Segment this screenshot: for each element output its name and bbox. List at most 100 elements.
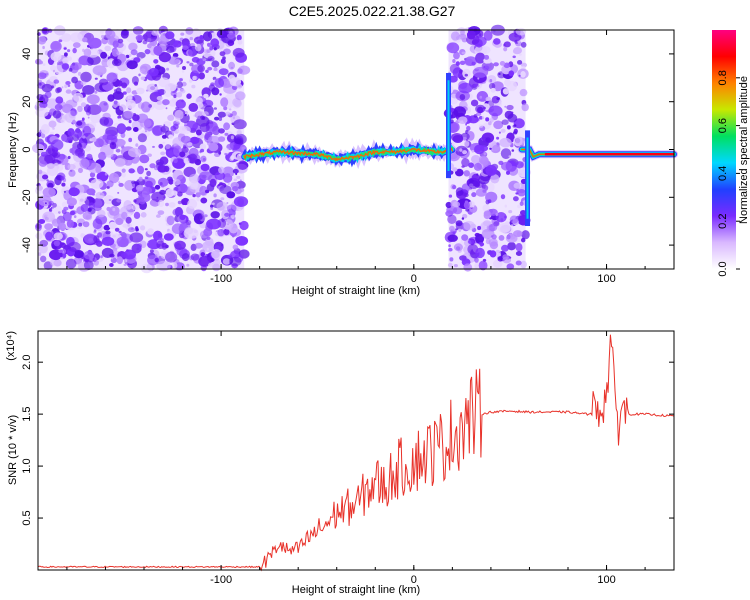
noise-blob [126,101,131,106]
noise-blob [144,168,148,171]
noise-blob [237,160,248,170]
noise-blob [498,131,501,134]
noise-blob [518,53,522,56]
noise-blob [513,124,517,127]
noise-blob [211,60,220,68]
noise-blob [38,160,48,167]
noise-blob [37,36,47,45]
noise-blob [477,77,480,80]
noise-blob [72,47,77,54]
noise-blob [116,198,122,203]
noise-blob [111,58,122,67]
noise-blob [72,42,81,48]
noise-blob [237,68,243,74]
noise-blob [218,166,225,174]
noise-blob [81,142,87,149]
noise-blob [166,215,175,226]
noise-blob [39,239,49,247]
noise-blob [452,59,456,63]
noise-blob [168,178,174,185]
noise-blob [121,168,126,173]
noise-blob [108,172,120,184]
noise-blob [502,88,509,95]
noise-blob [138,192,151,203]
noise-blob [156,260,171,272]
noise-blob [481,116,485,120]
noise-blob [488,208,498,216]
noise-blob [461,217,465,220]
noise-blob [203,93,209,99]
noise-blob [478,260,488,271]
noise-blob [91,136,97,142]
noise-blob [49,258,57,266]
noise-blob [88,37,102,49]
noise-blob [37,72,47,80]
noise-blob [105,230,111,235]
noise-blob [64,84,68,89]
noise-blob [63,47,67,50]
noise-blob [235,236,249,246]
noise-blob [53,79,60,84]
noise-blob [38,219,46,224]
noise-blob [80,81,87,86]
noise-blob [496,97,501,101]
noise-blob [115,148,121,153]
noise-blob [182,45,189,50]
noise-blob [125,216,132,224]
noise-blob [127,94,133,100]
noise-blob [48,208,53,212]
noise-blob [136,243,143,249]
noise-blob [200,115,205,120]
noise-blob [50,51,62,62]
noise-blob [125,54,130,59]
noise-blob [126,213,132,217]
noise-blob [179,214,186,221]
noise-blob [486,75,497,84]
noise-blob [81,117,85,121]
noise-blob [176,64,180,68]
noise-blob [501,244,509,252]
noise-blob [235,91,246,101]
noise-blob [93,229,97,233]
noise-blob [499,137,512,148]
noise-blob [104,172,108,176]
noise-blob [189,36,194,41]
noise-blob [104,45,111,52]
noise-blob [506,104,514,111]
noise-blob [199,35,204,40]
noise-blob [93,235,100,243]
noise-blob [82,221,90,228]
x-tick-label: -100 [210,574,232,586]
colorbar: 0.0 0.2 0.4 0.6 0.8 Normalized spectral ampl… [712,30,750,277]
noise-blob [238,208,242,212]
noise-blob [222,258,231,265]
noise-blob [101,34,105,39]
y-tick-label: 1.5 [21,406,33,421]
noise-blob [191,56,200,63]
noise-blob [213,67,218,72]
noise-blob [139,154,150,164]
noise-blob [65,99,78,109]
y-tick-label: 0 [21,146,33,152]
noise-blob [202,31,213,42]
noise-blob [71,108,78,117]
noise-blob [214,171,226,181]
noise-blob [123,110,134,119]
noise-blob [38,82,42,86]
noise-blob [181,146,189,153]
noise-blob [135,34,144,42]
noise-blob [512,55,516,59]
noise-blob [498,160,504,165]
noise-blob [53,240,61,247]
noise-blob [503,41,511,48]
noise-blob [455,228,458,231]
noise-blob [132,114,140,122]
noise-blob [59,257,64,261]
noise-blob [506,170,510,175]
noise-blob [162,99,170,106]
noise-blob [217,229,225,237]
noise-blob [478,124,484,128]
noise-blob [114,158,126,167]
noise-blob [219,185,232,195]
noise-blob [503,46,508,52]
